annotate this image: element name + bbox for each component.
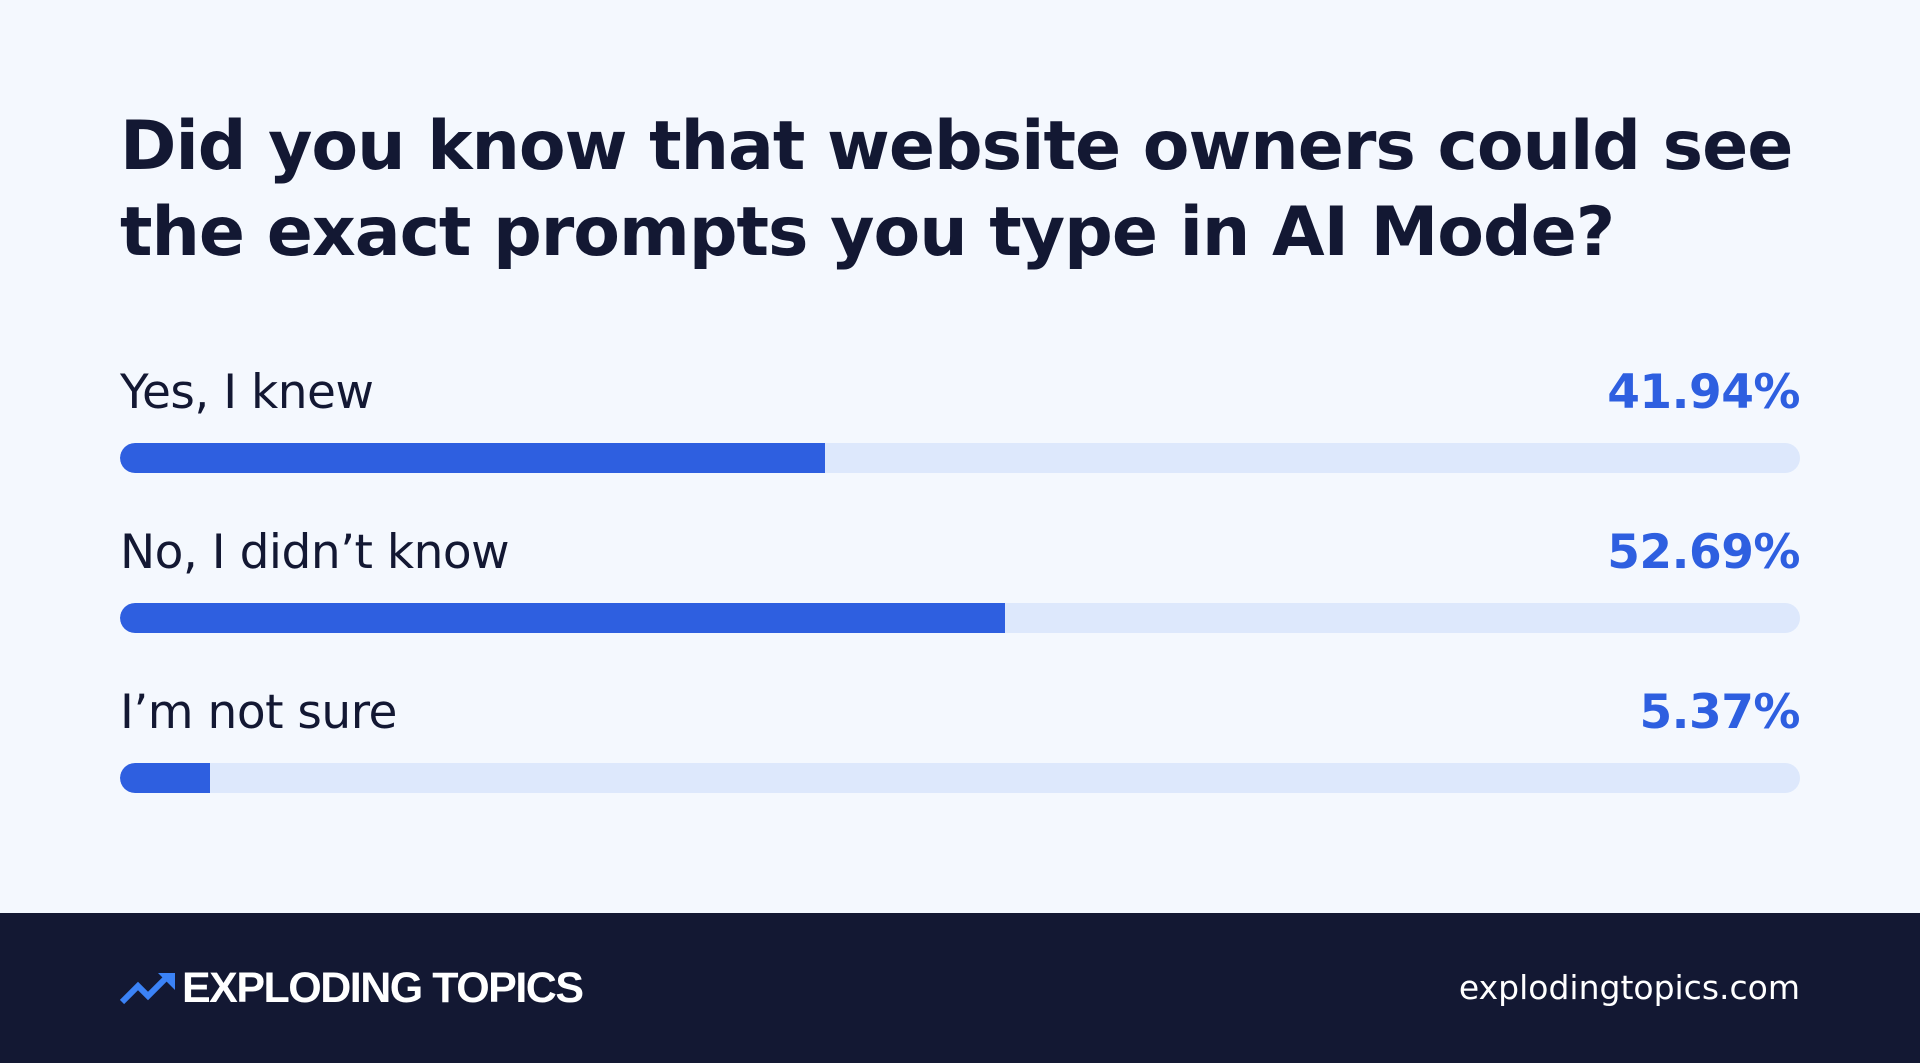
bar-fill [120, 603, 1006, 633]
bar-track [120, 763, 1800, 793]
chart-title: Did you know that website owners could s… [120, 104, 1800, 276]
chart-title-line-2: the exact prompts you type in AI Mode? [120, 193, 1615, 272]
bar-fill [120, 443, 825, 473]
bar-label: Yes, I knew [120, 365, 374, 420]
chart-area: Did you know that website owners could s… [120, 104, 1801, 842]
bar-rows: Yes, I knew 41.94% No, I didn’t know 52.… [120, 362, 1800, 842]
bar-value-label: 52.69% [1607, 525, 1800, 580]
bar-row: I’m not sure 5.37% [120, 682, 1800, 842]
trend-arrow-icon [120, 973, 175, 1005]
bar-row: Yes, I knew 41.94% [120, 362, 1800, 522]
bar-value-label: 5.37% [1639, 685, 1800, 740]
site-url-link[interactable]: explodingtopics.com [1458, 968, 1800, 1007]
bar-row: No, I didn’t know 52.69% [120, 522, 1800, 682]
chart-title-line-1: Did you know that website owners could s… [120, 107, 1793, 186]
footer: EXPLODING TOPICS explodingtopics.com [0, 913, 1920, 1063]
bar-fill [120, 763, 211, 793]
brand-logo[interactable]: EXPLODING TOPICS [120, 963, 584, 1013]
brand-name: EXPLODING TOPICS [182, 964, 584, 1012]
bar-value-label: 41.94% [1607, 365, 1800, 420]
bar-label: No, I didn’t know [120, 525, 510, 580]
bar-label: I’m not sure [120, 685, 397, 740]
bar-track [120, 443, 1800, 473]
bar-track [120, 603, 1800, 633]
